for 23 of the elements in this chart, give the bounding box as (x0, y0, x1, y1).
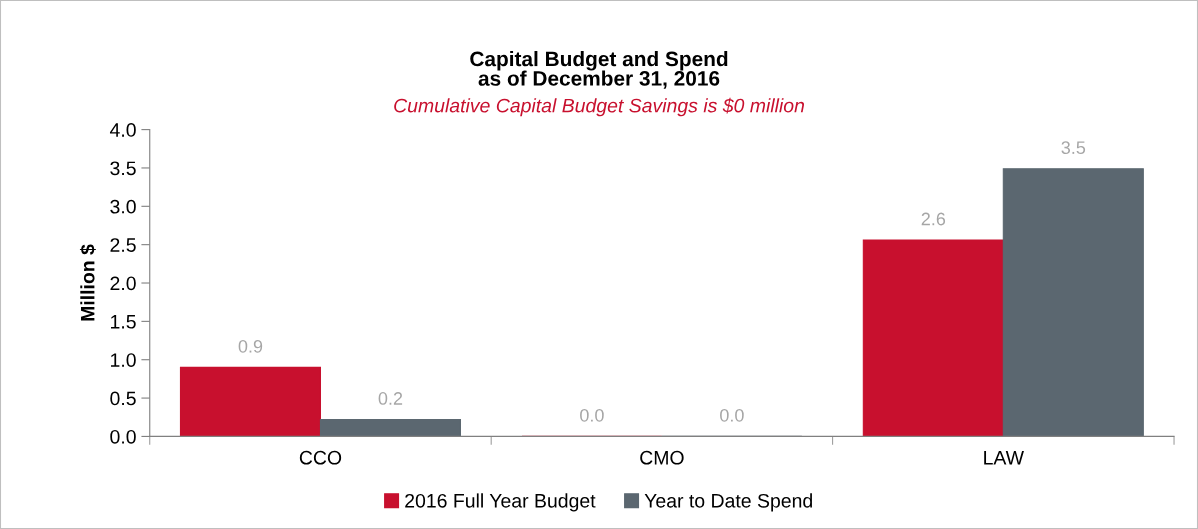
data-label: 0.2 (378, 392, 403, 405)
data-label: 0.0 (580, 408, 604, 422)
x-tick-label: CMO (640, 450, 684, 465)
data-label: 2.6 (921, 212, 946, 226)
y-tick-label: 2.5 (110, 238, 136, 252)
y-tick-label: 0.0 (110, 429, 136, 444)
y-tick-label: 0.5 (110, 391, 136, 406)
chart-title: Capital Budget and Spend as of December 31, 2016 (470, 51, 728, 89)
y-tick-label: 2.0 (110, 276, 136, 291)
data-label: 0.9 (238, 339, 263, 353)
y-tick-label: 4.0 (109, 123, 136, 137)
y-tick-label: 3.5 (110, 161, 136, 176)
y-tick-label: 1.5 (111, 315, 136, 329)
y-axis-title: Million $ (79, 244, 96, 321)
y-tick-label: 1.0 (111, 353, 136, 367)
chart-subtitle: Cumulative Capital Budget Savings is $0 million (394, 97, 805, 117)
legend-label: Year to Date Spend (644, 493, 812, 512)
y-tick-label: 3.0 (110, 199, 136, 214)
data-label: 3.5 (1061, 141, 1086, 155)
x-tick-label: CCO (299, 450, 342, 465)
data-label: 0.0 (720, 408, 744, 422)
legend-label: 2016 Full Year Budget (405, 493, 596, 512)
x-tick-label: LAW (984, 451, 1024, 465)
